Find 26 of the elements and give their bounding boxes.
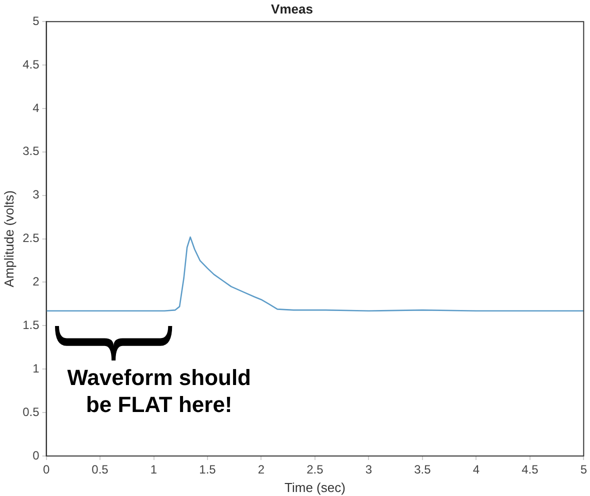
y-tick-label: 1 <box>32 361 40 376</box>
x-tick-label: 4.5 <box>522 462 539 477</box>
x-tick-label: 0.5 <box>92 462 109 477</box>
y-tick-label: 0 <box>32 448 40 462</box>
y-tick-label: 4.5 <box>22 57 40 72</box>
y-tick-label: 2 <box>32 274 40 289</box>
y-tick-label: 5 <box>32 14 40 28</box>
x-axis-title: Time (sec) <box>284 480 346 495</box>
chart-title: Vmeas <box>271 1 313 16</box>
x-tick-label: 1.5 <box>199 462 216 477</box>
x-tick-label: 2.5 <box>306 462 324 477</box>
y-tick-label: 3.5 <box>22 144 40 158</box>
x-tick-label: 5 <box>580 462 588 477</box>
x-tick-label: 0 <box>42 462 50 477</box>
y-tick-label: 1.5 <box>22 318 40 332</box>
y-tick-label: 4 <box>32 100 40 115</box>
x-tick-label: 3 <box>365 462 372 477</box>
y-tick-label: 0.5 <box>22 404 40 419</box>
x-tick-label: 3.5 <box>414 462 432 477</box>
y-axis-title: Amplitude (volts) <box>1 190 16 288</box>
y-tick-label: 2.5 <box>22 231 40 246</box>
x-tick-label: 1 <box>150 462 158 477</box>
annotation: Waveform should be FLAT here! <box>66 364 252 418</box>
y-tick-label: 3 <box>32 188 40 202</box>
x-tick-label: 2 <box>258 462 265 477</box>
x-tick-label: 4 <box>472 462 480 477</box>
